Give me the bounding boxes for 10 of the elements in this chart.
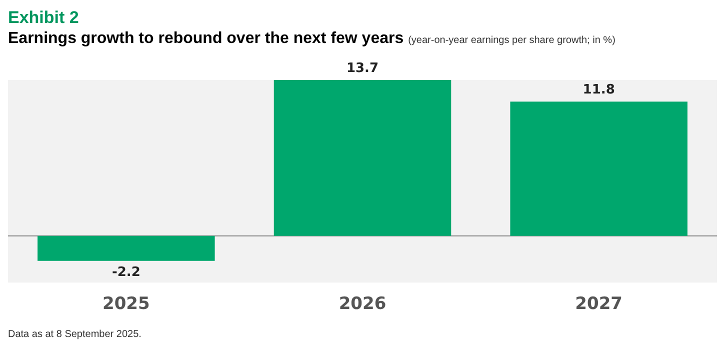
text: Data as at 8 September 2025.: [8, 329, 142, 340]
chart-subtitle: Earnings growth to rebound over the next few years: [8, 30, 404, 47]
chart-title: Exhibit 2: [8, 8, 80, 28]
data-label: 13.7: [346, 60, 379, 76]
data-label: -2.2: [112, 264, 140, 280]
y-axis-title: (year-on-year earnings per share growth; in %): [408, 35, 616, 46]
x-tick-label: 2026: [338, 294, 386, 314]
x-tick-label: 2025: [102, 294, 150, 314]
x-tick-label: 2027: [575, 294, 622, 314]
data-label: 11.8: [582, 82, 615, 98]
